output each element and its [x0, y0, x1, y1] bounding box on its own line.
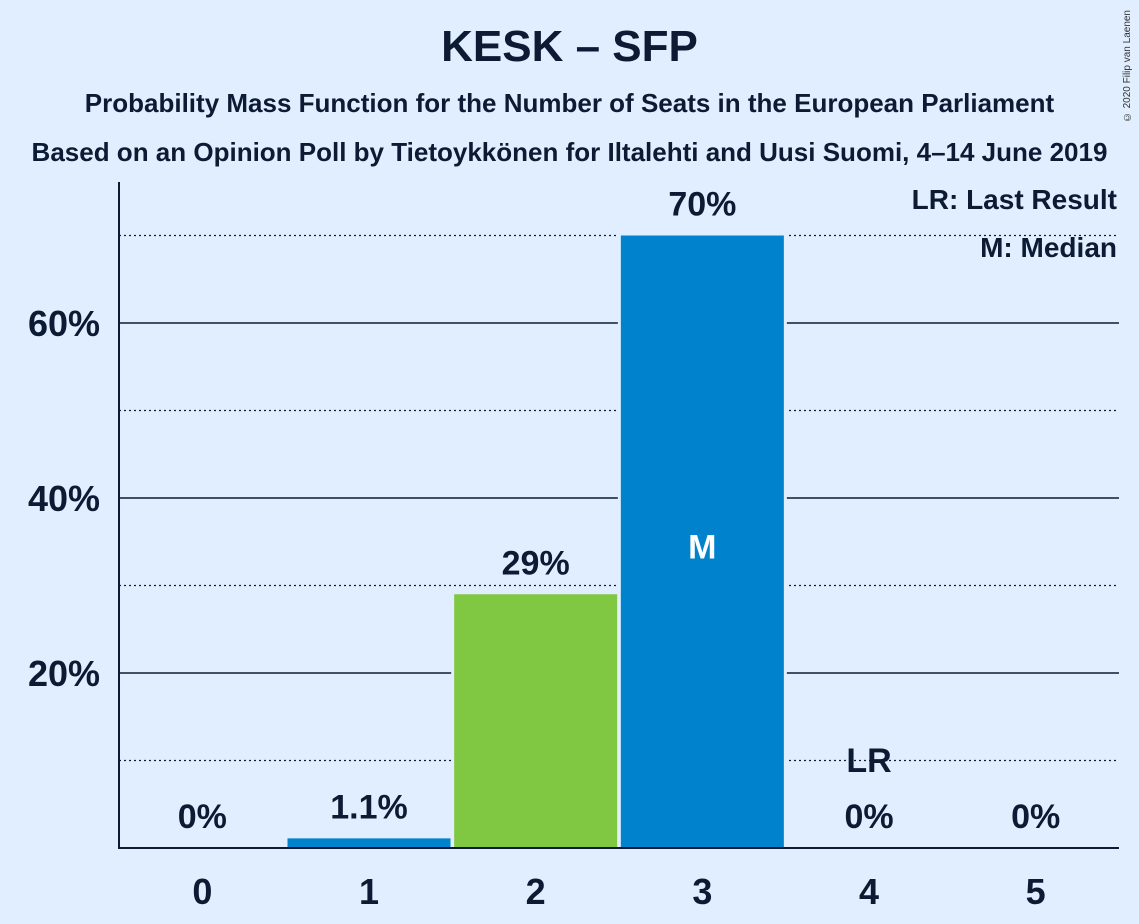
bar: [620, 235, 784, 848]
x-tick-label: 3: [692, 871, 712, 912]
chart-title: KESK – SFP: [441, 22, 698, 71]
last-result-marker: LR: [846, 742, 891, 780]
y-tick-label: 20%: [28, 653, 100, 694]
x-tick-label: 5: [1026, 871, 1046, 912]
bar-value-label: 0%: [178, 798, 227, 836]
x-tick-label: 4: [859, 871, 879, 912]
chart-subtitle: Probability Mass Function for the Number…: [84, 88, 1055, 118]
bar-value-label: 1.1%: [330, 788, 408, 826]
bar-value-label: 70%: [668, 186, 736, 224]
x-tick-label: 0: [192, 871, 212, 912]
chart-source: Based on an Opinion Poll by Tietoykkönen…: [31, 137, 1108, 167]
bar-value-label: 0%: [1011, 798, 1060, 836]
legend-entry: LR: Last Result: [912, 184, 1117, 215]
bar-value-label: 29%: [502, 544, 570, 582]
y-tick-label: 40%: [28, 478, 100, 519]
legend-entry: M: Median: [980, 232, 1117, 263]
bar: [454, 594, 618, 848]
bar: [287, 838, 451, 848]
bar-value-label: 0%: [844, 798, 893, 836]
x-tick-label: 2: [526, 871, 546, 912]
y-tick-label: 60%: [28, 303, 100, 344]
median-marker: M: [688, 529, 716, 567]
x-tick-label: 1: [359, 871, 379, 912]
